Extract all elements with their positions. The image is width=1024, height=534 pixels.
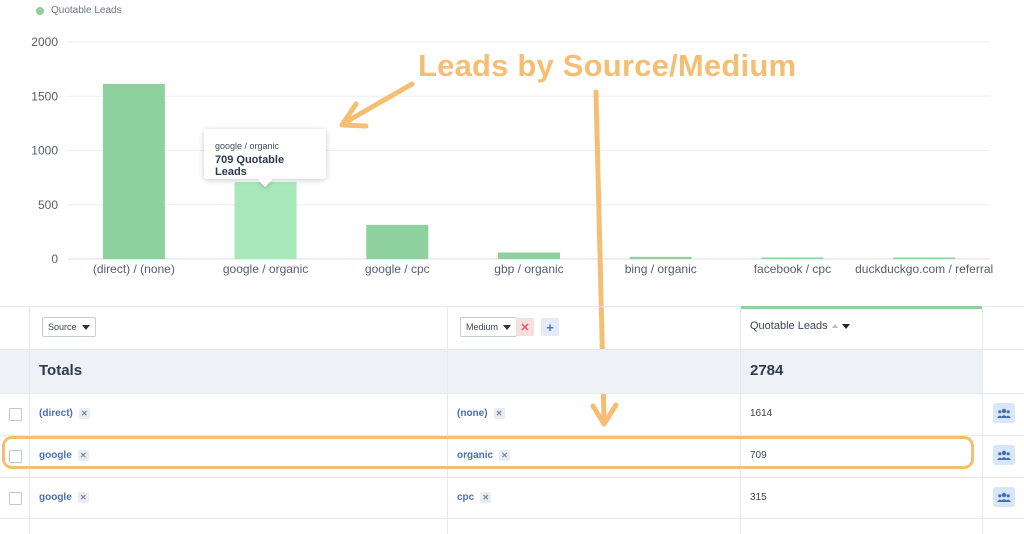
medium-link[interactable]: (none) <box>457 408 488 419</box>
divider <box>0 393 1024 394</box>
y-tick-label: 500 <box>38 198 58 212</box>
chart-legend[interactable]: Quotable Leads <box>36 5 122 16</box>
tooltip-label: google / organic <box>215 141 280 151</box>
close-icon[interactable]: ✕ <box>499 450 511 461</box>
bar[interactable] <box>761 257 824 260</box>
view-people-button[interactable] <box>993 403 1015 423</box>
source-link[interactable]: google <box>39 492 72 503</box>
x-tick-label: facebook / cpc <box>754 262 831 276</box>
column-header-label: Quotable Leads <box>750 320 828 332</box>
table-row: google ✕ organic ✕ 709 <box>0 435 1024 477</box>
people-icon <box>997 492 1011 502</box>
y-tick-label: 1000 <box>31 144 58 158</box>
divider <box>982 306 983 534</box>
x-tick-label: bing / organic <box>625 262 697 276</box>
source-link[interactable]: (direct) <box>39 408 73 419</box>
close-icon[interactable]: ✕ <box>77 492 89 503</box>
close-icon[interactable]: ✕ <box>77 450 89 461</box>
table-row: (direct) ✕ (none) ✕ 1614 <box>0 393 1024 435</box>
medium-select[interactable]: Medium <box>460 317 518 337</box>
bar[interactable] <box>893 257 956 260</box>
chart-tooltip: google / organic 709 Quotable Leads <box>204 129 326 179</box>
divider <box>29 306 30 534</box>
chevron-down-icon <box>81 324 90 330</box>
medium-select-label: Medium <box>466 322 499 332</box>
source-cell[interactable]: google ✕ <box>39 492 89 503</box>
divider <box>0 477 1024 478</box>
totals-value: 2784 <box>750 362 784 379</box>
medium-cell[interactable]: cpc ✕ <box>457 492 492 503</box>
bar[interactable] <box>498 252 560 259</box>
source-cell[interactable]: (direct) ✕ <box>39 408 90 419</box>
quotable-leads-value: 709 <box>750 450 767 461</box>
close-icon[interactable]: ✕ <box>480 492 492 503</box>
x-tick-label: google / organic <box>223 262 308 276</box>
people-icon <box>997 408 1011 418</box>
totals-row <box>0 349 982 393</box>
y-tick-label: 1500 <box>31 89 58 103</box>
source-link[interactable]: google <box>39 450 72 461</box>
row-checkbox[interactable] <box>9 408 22 421</box>
medium-link[interactable]: cpc <box>457 492 475 503</box>
bar[interactable] <box>102 83 165 259</box>
people-icon <box>997 450 1011 460</box>
sort-desc-icon[interactable] <box>841 323 850 329</box>
view-people-button[interactable] <box>993 445 1015 465</box>
divider <box>740 306 741 534</box>
close-icon[interactable]: ✕ <box>78 408 90 419</box>
highlighted-row-outline <box>2 436 974 469</box>
tooltip-value: 709 Quotable Leads <box>215 154 285 178</box>
row-checkbox[interactable] <box>9 492 22 505</box>
x-tick-label: google / cpc <box>365 262 430 276</box>
divider <box>447 306 448 534</box>
add-dimension-button[interactable]: + <box>541 318 559 336</box>
y-tick-label: 0 <box>51 252 58 266</box>
source-select-label: Source <box>48 322 77 332</box>
divider <box>0 306 1024 307</box>
table-row: google ✕ cpc ✕ 315 <box>0 477 1024 519</box>
divider <box>0 349 1024 350</box>
x-tick-label: (direct) / (none) <box>93 262 175 276</box>
data-table: Source Medium ✕ + Quotable Leads Totals … <box>0 306 1024 534</box>
chevron-down-icon <box>503 324 512 330</box>
legend-swatch <box>36 6 44 15</box>
legend-label: Quotable Leads <box>51 5 122 16</box>
divider <box>0 518 1024 519</box>
source-select[interactable]: Source <box>42 317 96 337</box>
bar[interactable] <box>234 182 297 259</box>
quotable-leads-value: 315 <box>750 492 767 503</box>
remove-dimension-button[interactable]: ✕ <box>516 318 534 336</box>
active-column-indicator <box>741 306 982 309</box>
totals-label: Totals <box>39 362 83 379</box>
bar[interactable] <box>366 224 429 259</box>
bar[interactable] <box>629 256 692 259</box>
medium-cell[interactable]: (none) ✕ <box>457 408 505 419</box>
divider <box>0 435 1024 436</box>
row-checkbox[interactable] <box>9 450 22 463</box>
medium-cell[interactable]: organic ✕ <box>457 450 511 461</box>
medium-link[interactable]: organic <box>457 450 494 461</box>
sort-asc-icon[interactable] <box>831 323 838 328</box>
x-tick-label: gbp / organic <box>494 262 563 276</box>
quotable-leads-value: 1614 <box>750 408 773 419</box>
quotable-leads-column-header[interactable]: Quotable Leads <box>750 320 850 332</box>
view-people-button[interactable] <box>993 487 1015 507</box>
x-tick-label: duckduckgo.com / referral <box>855 262 993 276</box>
bar-chart: 0 500 1000 1500 2000 (direct) / (none) google … <box>31 35 993 276</box>
annotation-title: Leads by Source/Medium <box>418 48 797 83</box>
close-icon[interactable]: ✕ <box>493 408 505 419</box>
source-cell[interactable]: google ✕ <box>39 450 89 461</box>
y-tick-label: 2000 <box>31 35 58 49</box>
